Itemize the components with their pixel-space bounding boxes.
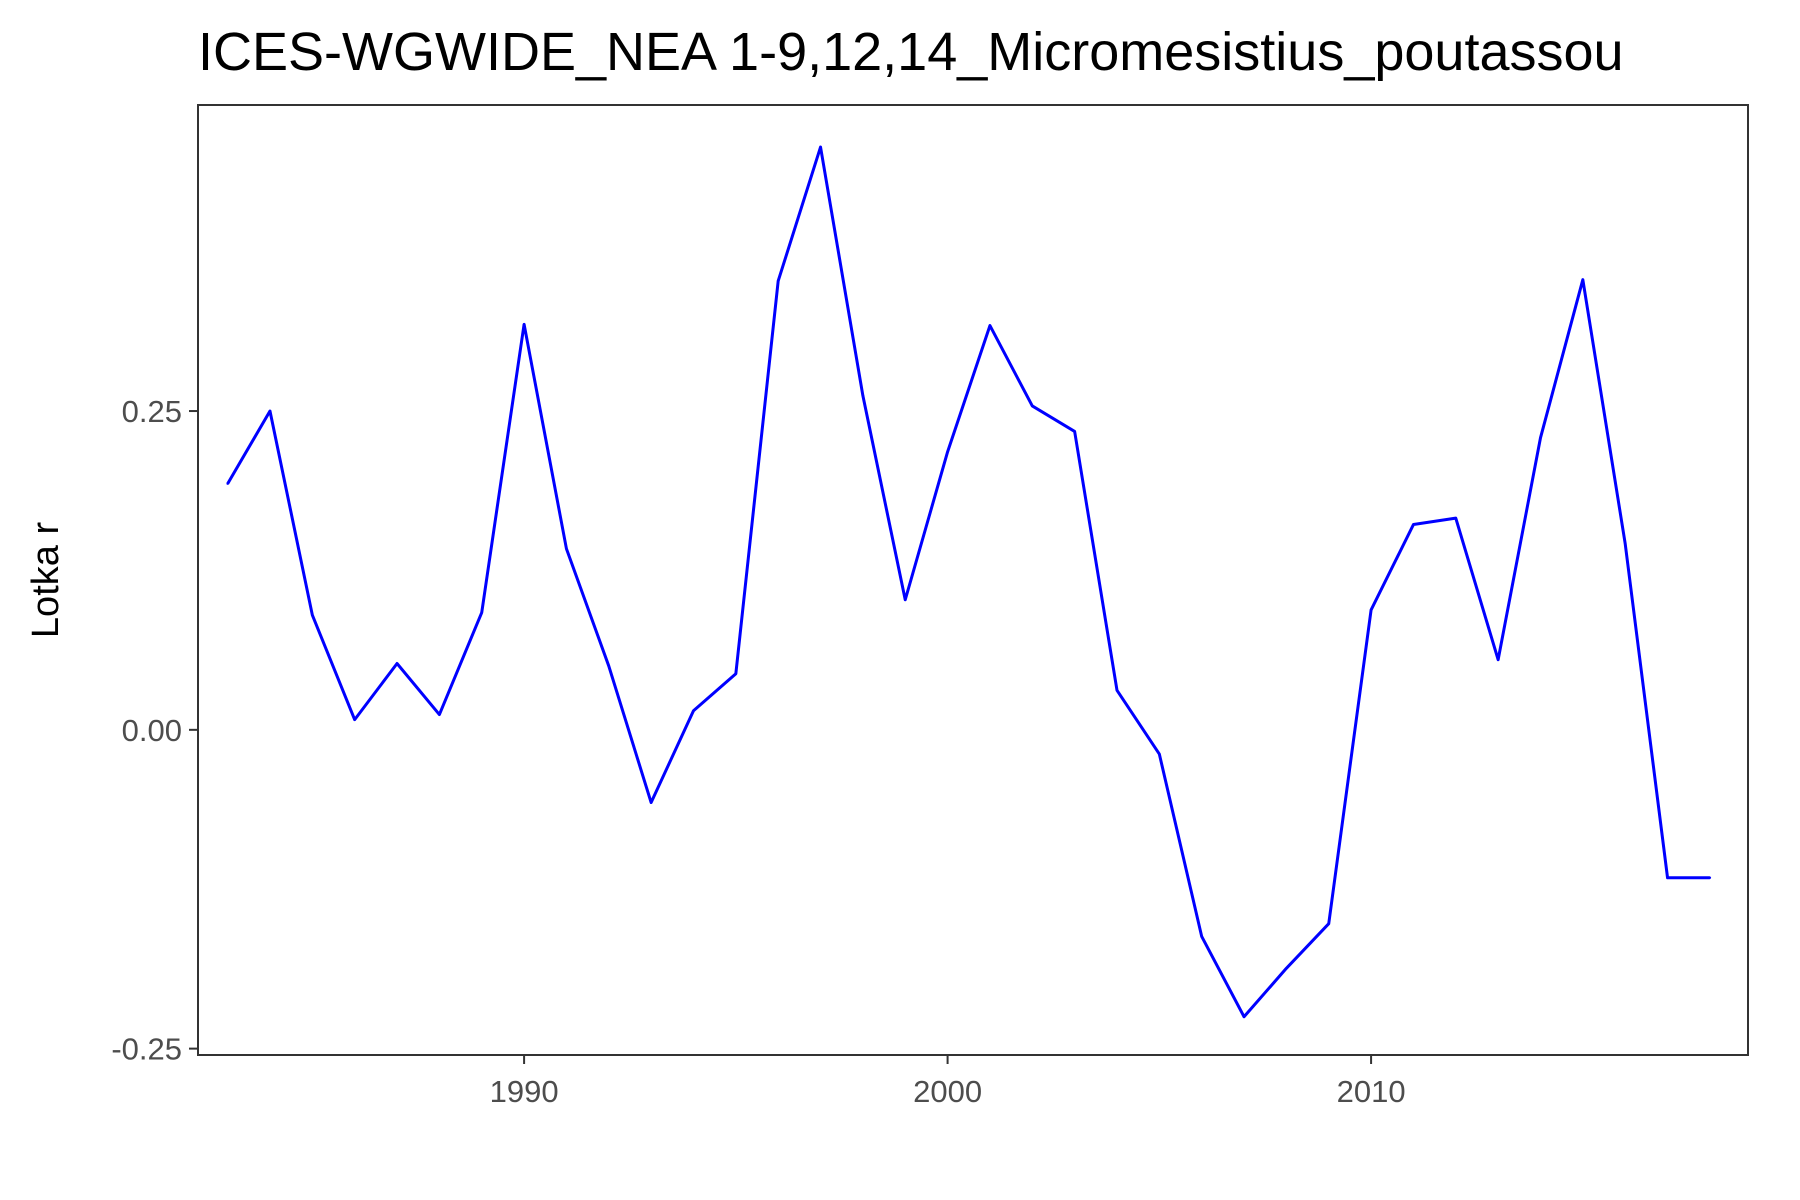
data-point bbox=[904, 598, 907, 601]
data-point bbox=[311, 613, 314, 617]
data-point bbox=[734, 672, 738, 675]
x-tick-label: 1990 bbox=[490, 1074, 559, 1109]
plot-panel bbox=[197, 104, 1749, 1056]
data-point bbox=[1369, 608, 1373, 612]
x-tick-label: 2010 bbox=[1337, 1074, 1406, 1109]
data-point bbox=[353, 718, 356, 721]
data-point bbox=[1327, 922, 1330, 925]
y-axis: -0.25 0.00 0.25 bbox=[111, 394, 198, 1067]
data-point bbox=[692, 709, 695, 712]
y-axis-title: Lotka r bbox=[25, 522, 67, 639]
data-point bbox=[565, 547, 568, 550]
data-point bbox=[1242, 1015, 1246, 1018]
data-point bbox=[522, 323, 526, 326]
data-point bbox=[1623, 542, 1627, 545]
data-point bbox=[438, 713, 441, 716]
x-axis: 1990 2000 2010 bbox=[490, 1055, 1406, 1109]
data-point bbox=[1581, 278, 1585, 281]
data-point bbox=[819, 145, 822, 149]
data-point bbox=[1496, 658, 1500, 661]
data-point bbox=[1200, 935, 1203, 938]
y-tick-label: 0.25 bbox=[122, 394, 182, 429]
chart-title: ICES-WGWIDE_NEA 1-9,12,14_Micromesistius… bbox=[198, 22, 1624, 82]
data-point bbox=[1073, 430, 1076, 433]
data-point bbox=[1666, 876, 1669, 879]
data-point bbox=[649, 801, 653, 804]
data-point bbox=[226, 482, 229, 485]
y-tick-label: -0.25 bbox=[111, 1032, 182, 1067]
data-point bbox=[1708, 876, 1712, 879]
data-point bbox=[1454, 516, 1457, 520]
data-point bbox=[1031, 404, 1034, 408]
x-tick-label: 2000 bbox=[913, 1074, 982, 1109]
data-point bbox=[1158, 752, 1161, 756]
data-point bbox=[480, 611, 483, 614]
data-point bbox=[946, 450, 949, 454]
series-layer bbox=[226, 145, 1712, 1019]
data-point bbox=[1412, 523, 1415, 526]
data-point bbox=[1285, 967, 1288, 970]
data-point bbox=[1115, 689, 1119, 692]
data-point bbox=[861, 394, 865, 397]
y-tick-label: 0.00 bbox=[122, 713, 182, 748]
series-line bbox=[226, 145, 1710, 1019]
data-point bbox=[607, 664, 610, 668]
data-point bbox=[776, 279, 780, 283]
data-point bbox=[395, 662, 399, 665]
data-point bbox=[268, 409, 272, 413]
data-point bbox=[988, 324, 992, 327]
data-point bbox=[1539, 436, 1542, 440]
